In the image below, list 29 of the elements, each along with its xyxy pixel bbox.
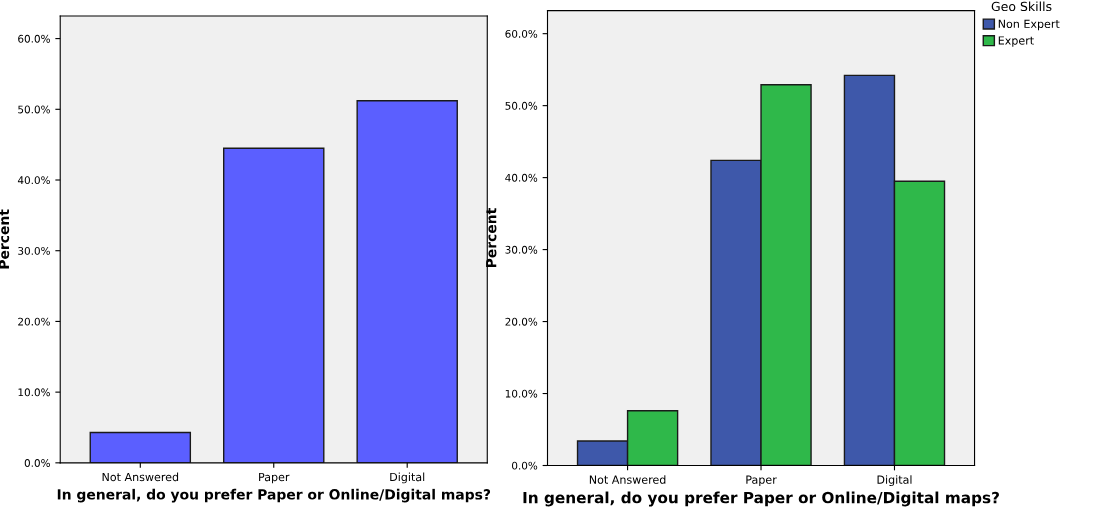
x-tick-label: Digital: [390, 472, 425, 484]
y-tick-label: 60.0%: [505, 29, 538, 38]
bar: [223, 147, 325, 463]
y-tick-label: 10.0%: [505, 389, 538, 398]
x-axis-title: In general, do you prefer Paper or Online/Digital maps?: [57, 488, 491, 503]
x-tick-label: Not Answered: [589, 475, 666, 484]
y-tick-label: 40.0%: [17, 176, 50, 185]
legend-label: Expert: [998, 36, 1034, 47]
y-axis-title: Percent: [486, 208, 497, 268]
y-tick-label: 50.0%: [505, 101, 538, 110]
x-tick-label: Digital: [877, 475, 912, 486]
x-tick-label: Paper: [746, 475, 777, 486]
legend-title: Geo Skills: [991, 1, 1052, 12]
x-axis-title: In general, do you prefer Paper or Online/Digital maps?: [523, 491, 999, 507]
y-tick-label: 10.0%: [18, 388, 50, 397]
y-tick-label: 40.0%: [505, 173, 538, 182]
y-tick-label: 20.0%: [18, 317, 50, 326]
bar: [356, 100, 458, 463]
y-tick-label: 0.0%: [24, 459, 50, 467]
x-tick-label: Not Answered: [102, 472, 179, 482]
x-tick-label: Paper: [259, 472, 290, 484]
y-tick-label: 0.0%: [512, 461, 538, 470]
y-tick-label: 50.0%: [18, 105, 50, 114]
y-tick-label: 30.0%: [505, 245, 538, 254]
y-tick-label: 30.0%: [18, 246, 50, 255]
bar: [89, 431, 192, 463]
legend-label: Non Expert: [998, 19, 1060, 31]
y-tick-label: 60.0%: [18, 34, 50, 43]
y-tick-label: 20.0%: [505, 317, 538, 326]
